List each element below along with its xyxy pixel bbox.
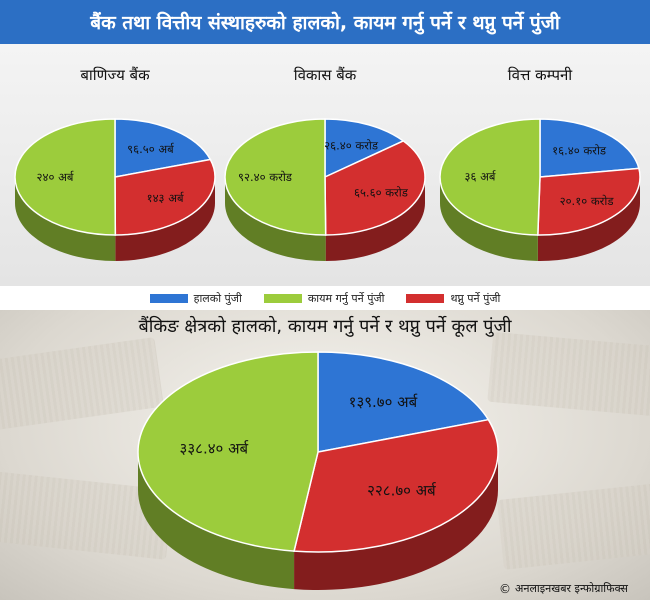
- top-charts-panel: बाणिज्य बैंक ९६.५० अर्ब १४३ अर्ब २४० अर्ब वि…: [0, 44, 650, 286]
- pie2-slice-0: [539, 118, 640, 178]
- pie2-pie: १६.४० करोड २०.१० करोड ३६ अर्ब: [439, 118, 641, 261]
- legend-label-add: थप्नु पर्ने पुंजी: [450, 291, 501, 305]
- legend-swatch-add: [406, 293, 445, 303]
- total-slice-side-1: [294, 452, 498, 590]
- bottom-pie-chart: १३९.७० अर्ब २२८.७० अर्ब ३३८.४० अर्ब: [137, 351, 499, 590]
- total-slice-label-0: १३९.७० अर्ब: [349, 393, 419, 411]
- legend-label-current: हालको पुंजी: [193, 291, 242, 305]
- legend: हालको पुंजी कायम गर्नु पर्ने पुंजी थप्नु…: [0, 286, 650, 310]
- pie0-slice-0: [114, 118, 212, 178]
- total-slice-label-1: २२८.७० अर्ब: [367, 481, 437, 499]
- pie1-slice-label-0: २६.४० करोड: [324, 139, 379, 153]
- legend-item-current: हालको पुंजी: [149, 291, 242, 306]
- bottom-chart-panel: बैंकिङ क्षेत्रको हालको, कायम गर्नु पर्ने…: [0, 310, 650, 600]
- pie1-slice-side-1: [325, 177, 425, 261]
- pie1-pie: २६.४० करोड ६५.६० करोड ९२.४० करोड: [224, 118, 426, 261]
- pie0-slice-side-2: [15, 177, 116, 261]
- pie0-slice-label-0: ९६.५० अर्ब: [127, 142, 175, 156]
- page-title: बैंक तथा वित्तीय संस्थाहरुको हालको, कायम…: [0, 0, 650, 44]
- total-slice-label-2: ३३८.४० अर्ब: [180, 439, 250, 457]
- bottom-chart-title: बैंकिङ क्षेत्रको हालको, कायम गर्नु पर्ने…: [138, 316, 512, 337]
- pie1-slice-0: [324, 118, 405, 179]
- pie0-slice-label-2: २४० अर्ब: [37, 170, 75, 184]
- pie1-slice-1: [324, 140, 426, 236]
- pie1-slice-label-1: ६५.६० करोड: [354, 186, 409, 200]
- pie0-pie: ९६.५० अर्ब १४३ अर्ब २४० अर्ब: [14, 118, 216, 261]
- copyright-icon: ©: [498, 581, 511, 596]
- top-pie-charts: बाणिज्य बैंक ९६.५० अर्ब १४३ अर्ब २४० अर्ब वि…: [14, 66, 641, 261]
- pie1-slice-side-2: [225, 177, 326, 261]
- total-pie: १३९.७० अर्ब २२८.७० अर्ब ३३८.४० अर्ब: [137, 351, 499, 590]
- legend-item-add: थप्नु पर्ने पुंजी: [406, 291, 500, 306]
- pie0-slice-2: [14, 118, 117, 236]
- legend-swatch-maintain: [263, 293, 302, 303]
- total-slice-2: [137, 351, 319, 552]
- legend-item-maintain: कायम गर्नु पर्ने पुंजी: [263, 291, 385, 306]
- pie2-slice-2: [439, 118, 541, 236]
- footer-credit-text: अनलाइनखबर इन्फोग्राफिक्स: [514, 582, 628, 595]
- pie0-slice-label-1: १४३ अर्ब: [147, 191, 185, 205]
- pie2-slice-label-0: १६.४० करोड: [552, 144, 607, 158]
- pie-title-2: वित्त कम्पनी: [508, 66, 574, 84]
- pie2-slice-label-2: ३६ अर्ब: [465, 170, 497, 184]
- pie2-slice-label-1: २०.१० करोड: [560, 194, 615, 208]
- total-slice-side-2: [138, 452, 295, 590]
- legend-label-maintain: कायम गर्नु पर्ने पुंजी: [307, 291, 385, 305]
- footer-credit: © अनलाइनखबर इन्फोग्राफिक्स: [499, 581, 628, 596]
- pie2-slice-side-1: [537, 177, 640, 261]
- legend-swatch-current: [149, 293, 188, 303]
- pie0-slice-side-1: [115, 177, 215, 261]
- total-slice-0: [317, 351, 490, 453]
- pie-title-1: विकास बैंक: [294, 66, 357, 84]
- total-slice-1: [293, 418, 499, 553]
- pie-title-0: बाणिज्य बैंक: [80, 66, 150, 84]
- pie1-slice-label-2: ९२.४० करोड: [238, 170, 293, 184]
- pie0-slice-1: [114, 158, 216, 236]
- pie2-slice-side-2: [440, 177, 538, 261]
- pie2-slice-1: [537, 167, 641, 236]
- pie1-slice-2: [224, 118, 327, 236]
